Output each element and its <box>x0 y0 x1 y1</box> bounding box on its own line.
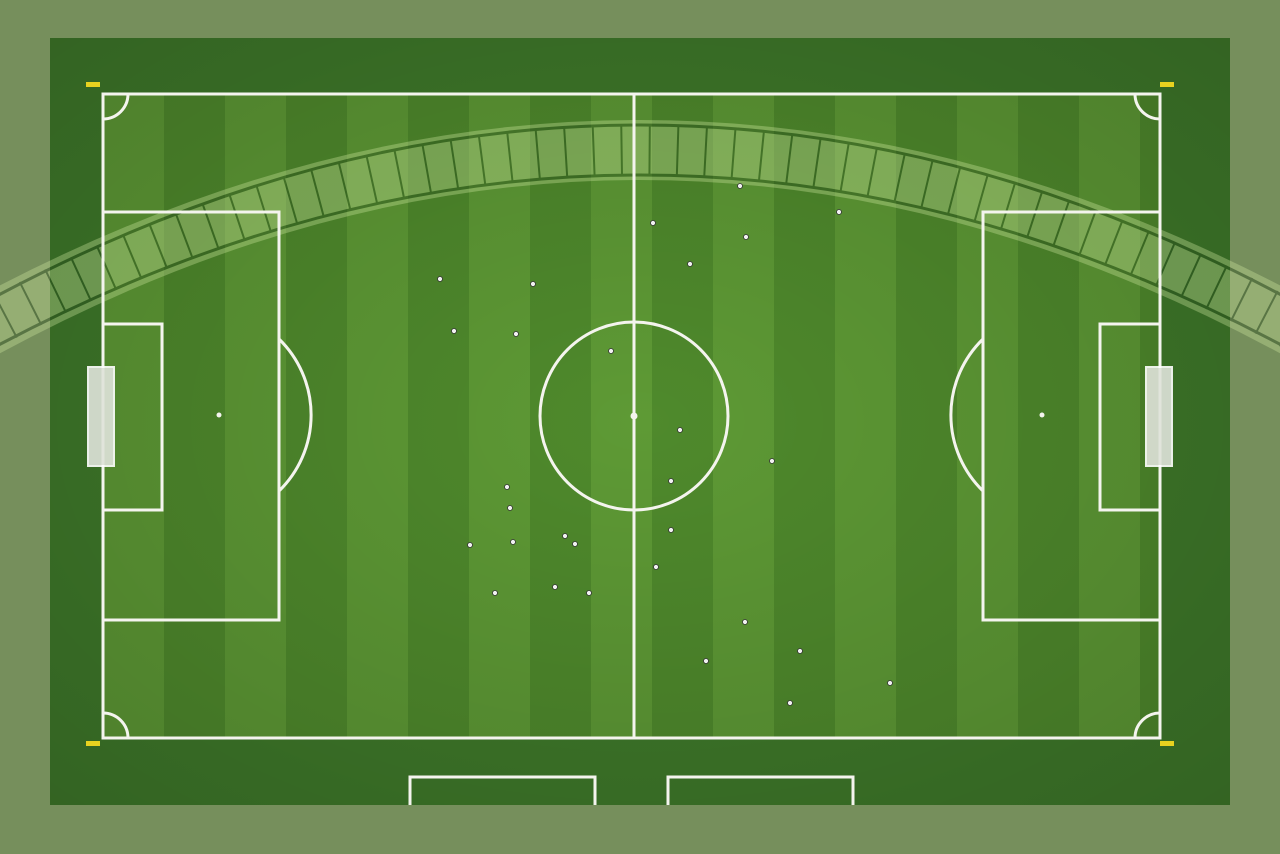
corner-flags <box>86 82 1174 746</box>
goals <box>87 366 1173 467</box>
roof-arch <box>0 120 1280 354</box>
pitch-shade <box>50 38 1230 805</box>
balls <box>437 183 893 706</box>
